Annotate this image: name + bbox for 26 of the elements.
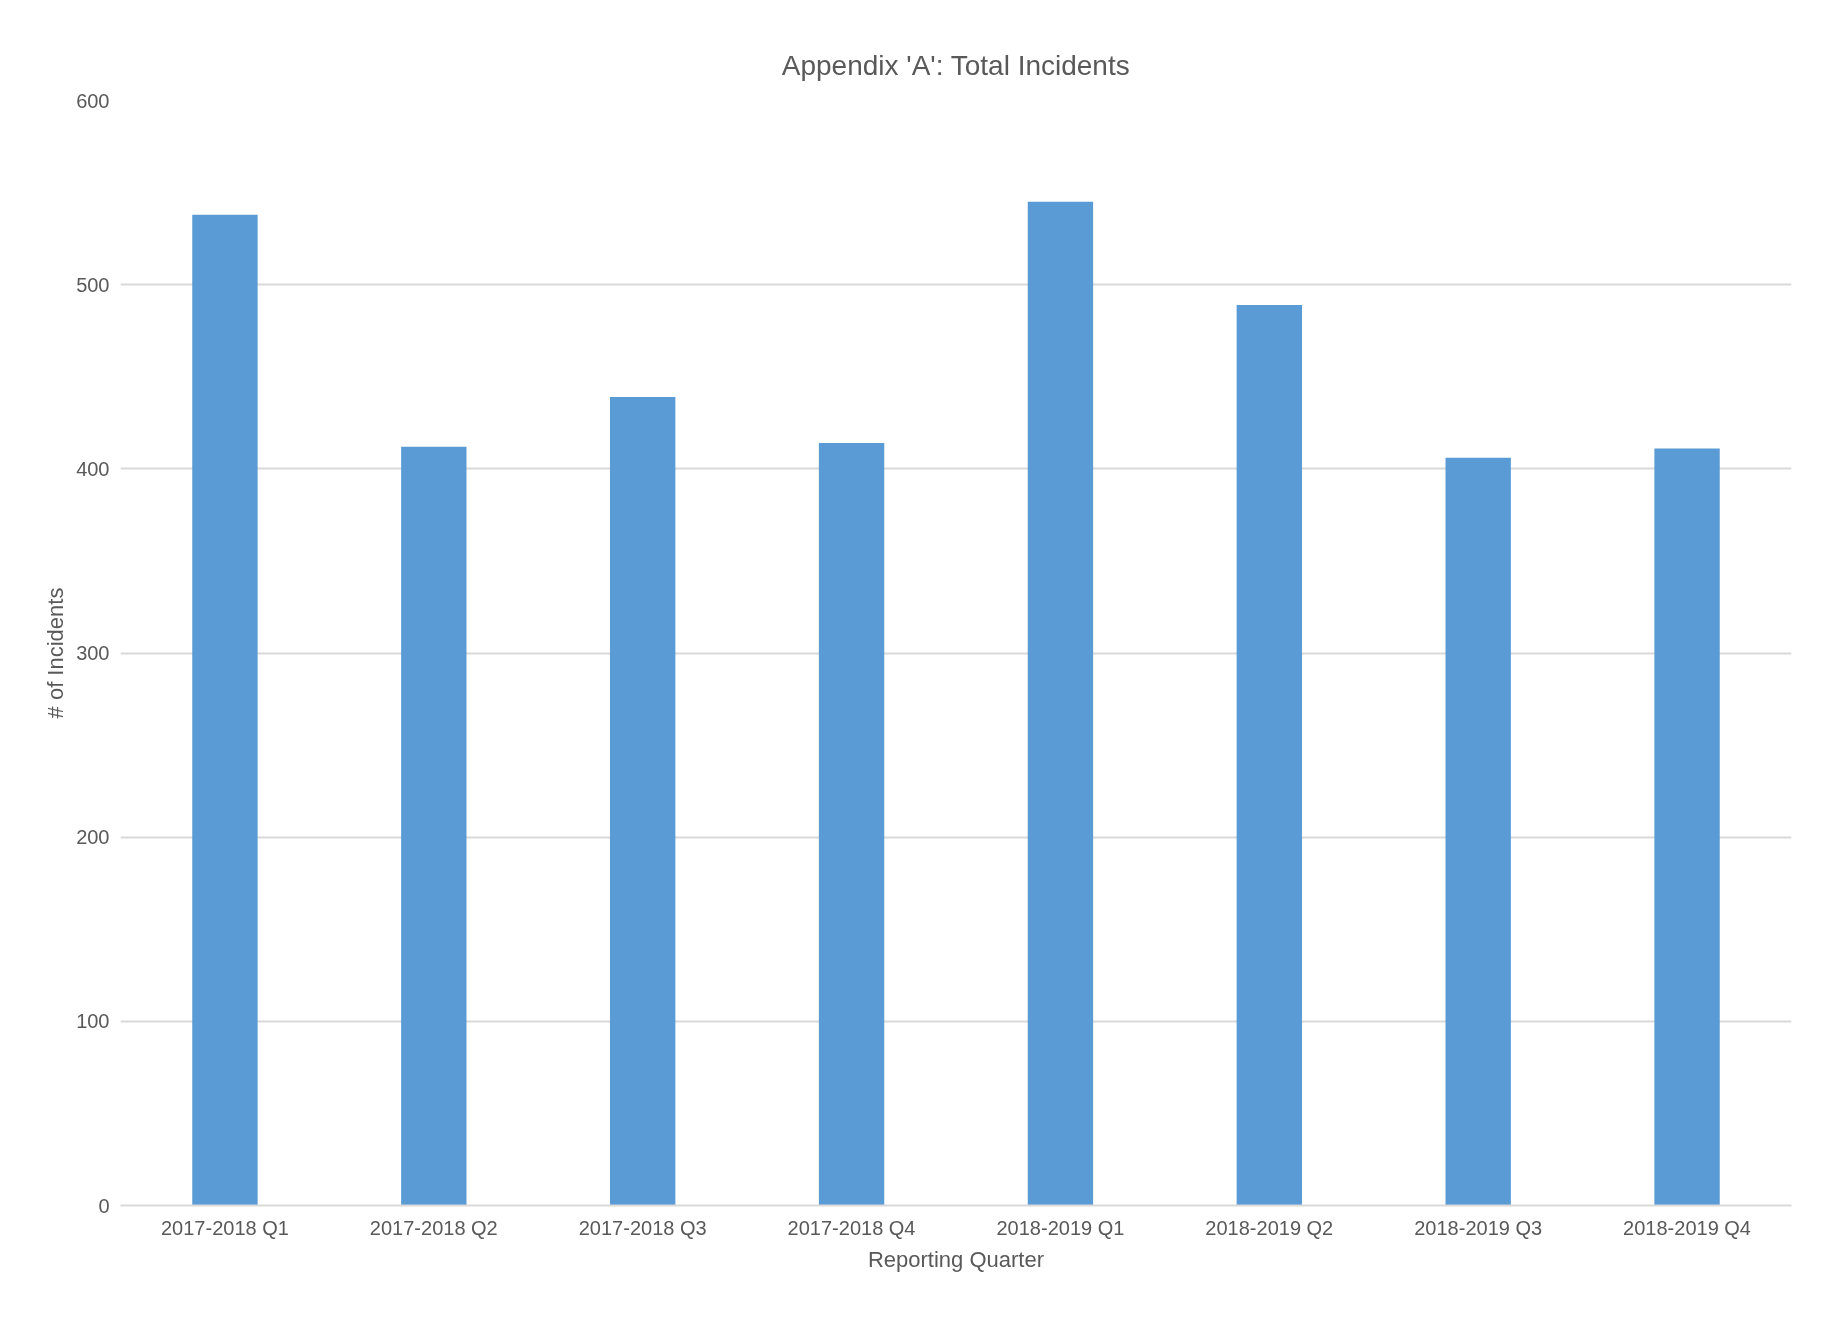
bar xyxy=(401,446,467,1206)
y-axis-title: # of Incidents xyxy=(43,587,69,719)
y-tick-label: 300 xyxy=(76,642,110,664)
bar xyxy=(818,443,885,1206)
bar xyxy=(192,214,258,1206)
x-tick-label: 2018-2019 Q2 xyxy=(1205,1216,1334,1239)
bar xyxy=(610,397,676,1206)
bar xyxy=(1445,457,1511,1206)
x-tick-label: 2017-2018 Q3 xyxy=(578,1216,707,1239)
bar xyxy=(1654,448,1720,1206)
x-tick-label: 2017-2018 Q2 xyxy=(369,1216,498,1239)
x-tick-label: 2017-2018 Q4 xyxy=(787,1216,916,1239)
x-tick-label: 2018-2019 Q3 xyxy=(1414,1216,1543,1239)
x-axis-title: Reporting Quarter xyxy=(867,1246,1045,1272)
y-tick-label: 200 xyxy=(76,826,110,849)
y-tick-label: 0 xyxy=(98,1194,110,1217)
x-tick-label: 2018-2019 Q1 xyxy=(996,1216,1125,1239)
y-tick-label: 400 xyxy=(76,457,110,480)
bar xyxy=(1236,304,1302,1206)
y-tick-label: 600 xyxy=(76,89,110,112)
chart-title: Appendix 'A': Total Incidents xyxy=(781,49,1130,81)
x-tick-label: 2017-2018 Q1 xyxy=(161,1216,289,1239)
y-tick-label: 500 xyxy=(76,273,110,296)
bar xyxy=(1027,201,1094,1206)
x-tick-label: 2018-2019 Q4 xyxy=(1623,1216,1752,1239)
y-tick-label: 100 xyxy=(76,1010,110,1033)
